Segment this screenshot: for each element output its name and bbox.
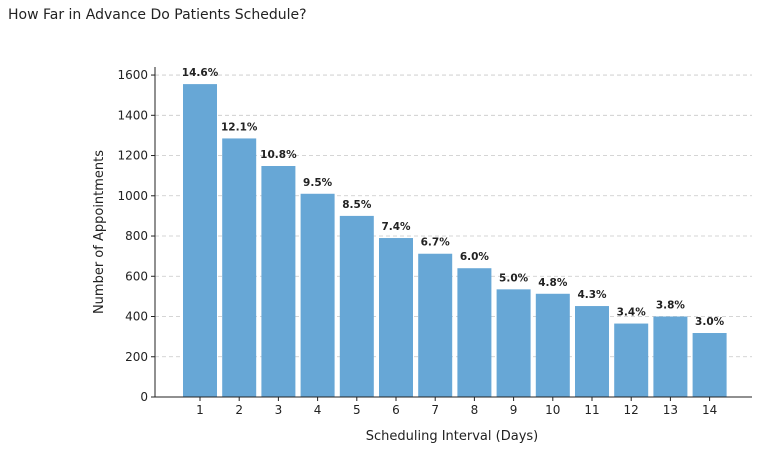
bar-day-6 [379,238,413,397]
x-tick-label: 13 [663,403,678,417]
x-axis-label: Scheduling Interval (Days) [366,429,538,444]
bar-day-10 [535,293,570,397]
y-tick-label: 600 [125,269,148,283]
bar-day-14 [692,333,727,397]
y-tick-label: 1400 [117,108,148,122]
x-tick-label: 1 [196,403,204,417]
x-tick-label: 7 [431,403,439,417]
bar-day-9 [496,289,531,397]
y-tick-label: 200 [125,350,148,364]
x-tick-label: 11 [584,403,599,417]
bars [183,84,727,397]
x-tick-label: 5 [353,403,361,417]
bar-day-3 [261,166,296,397]
data-label: 12.1% [221,121,258,133]
bar-day-7 [418,253,453,397]
bar-day-12 [614,323,649,397]
data-label: 4.3% [577,289,607,301]
x-tick-label: 4 [314,403,322,417]
x-tick-label: 10 [545,403,560,417]
bar-day-11 [575,306,609,397]
y-tick-label: 1200 [117,149,148,163]
y-tick-label: 1000 [117,189,148,203]
data-label: 10.8% [260,149,297,161]
data-label: 4.8% [538,277,568,289]
y-tick-label: 0 [140,390,148,404]
x-tick-label: 12 [624,403,639,417]
chart-title: How Far in Advance Do Patients Schedule? [8,7,307,23]
data-label: 7.4% [381,221,411,233]
bar-day-5 [339,215,374,397]
data-label: 9.5% [303,177,333,189]
x-tick-label: 2 [235,403,243,417]
data-label: 14.6% [182,67,219,79]
bar-day-4 [300,193,335,397]
bar-day-8 [457,268,492,397]
data-label: 3.4% [617,307,647,319]
y-tick-label: 1600 [117,68,148,82]
x-tick-label: 9 [510,403,518,417]
x-tick-label: 3 [275,403,283,417]
x-tick-label: 14 [702,403,717,417]
bar-day-2 [222,138,257,397]
data-label: 8.5% [342,199,372,211]
bar-day-13 [653,316,688,397]
data-label: 5.0% [499,272,529,284]
x-tick-label: 8 [471,403,479,417]
data-label: 3.0% [695,316,725,328]
data-label: 3.8% [656,300,686,312]
data-labels: 14.6% 12.1% 10.8% 9.5% 8.5% 7.4% 6.7% 6.0% 5.0% 4… [182,67,725,328]
y-tick-label: 800 [125,229,148,243]
y-axis-label: Number of Appointments [92,150,107,314]
data-label: 6.0% [460,251,490,263]
y-tick-label: 400 [125,310,148,324]
data-label: 6.7% [421,237,451,249]
x-tick-label: 6 [392,403,400,417]
bar-day-1 [183,84,217,397]
